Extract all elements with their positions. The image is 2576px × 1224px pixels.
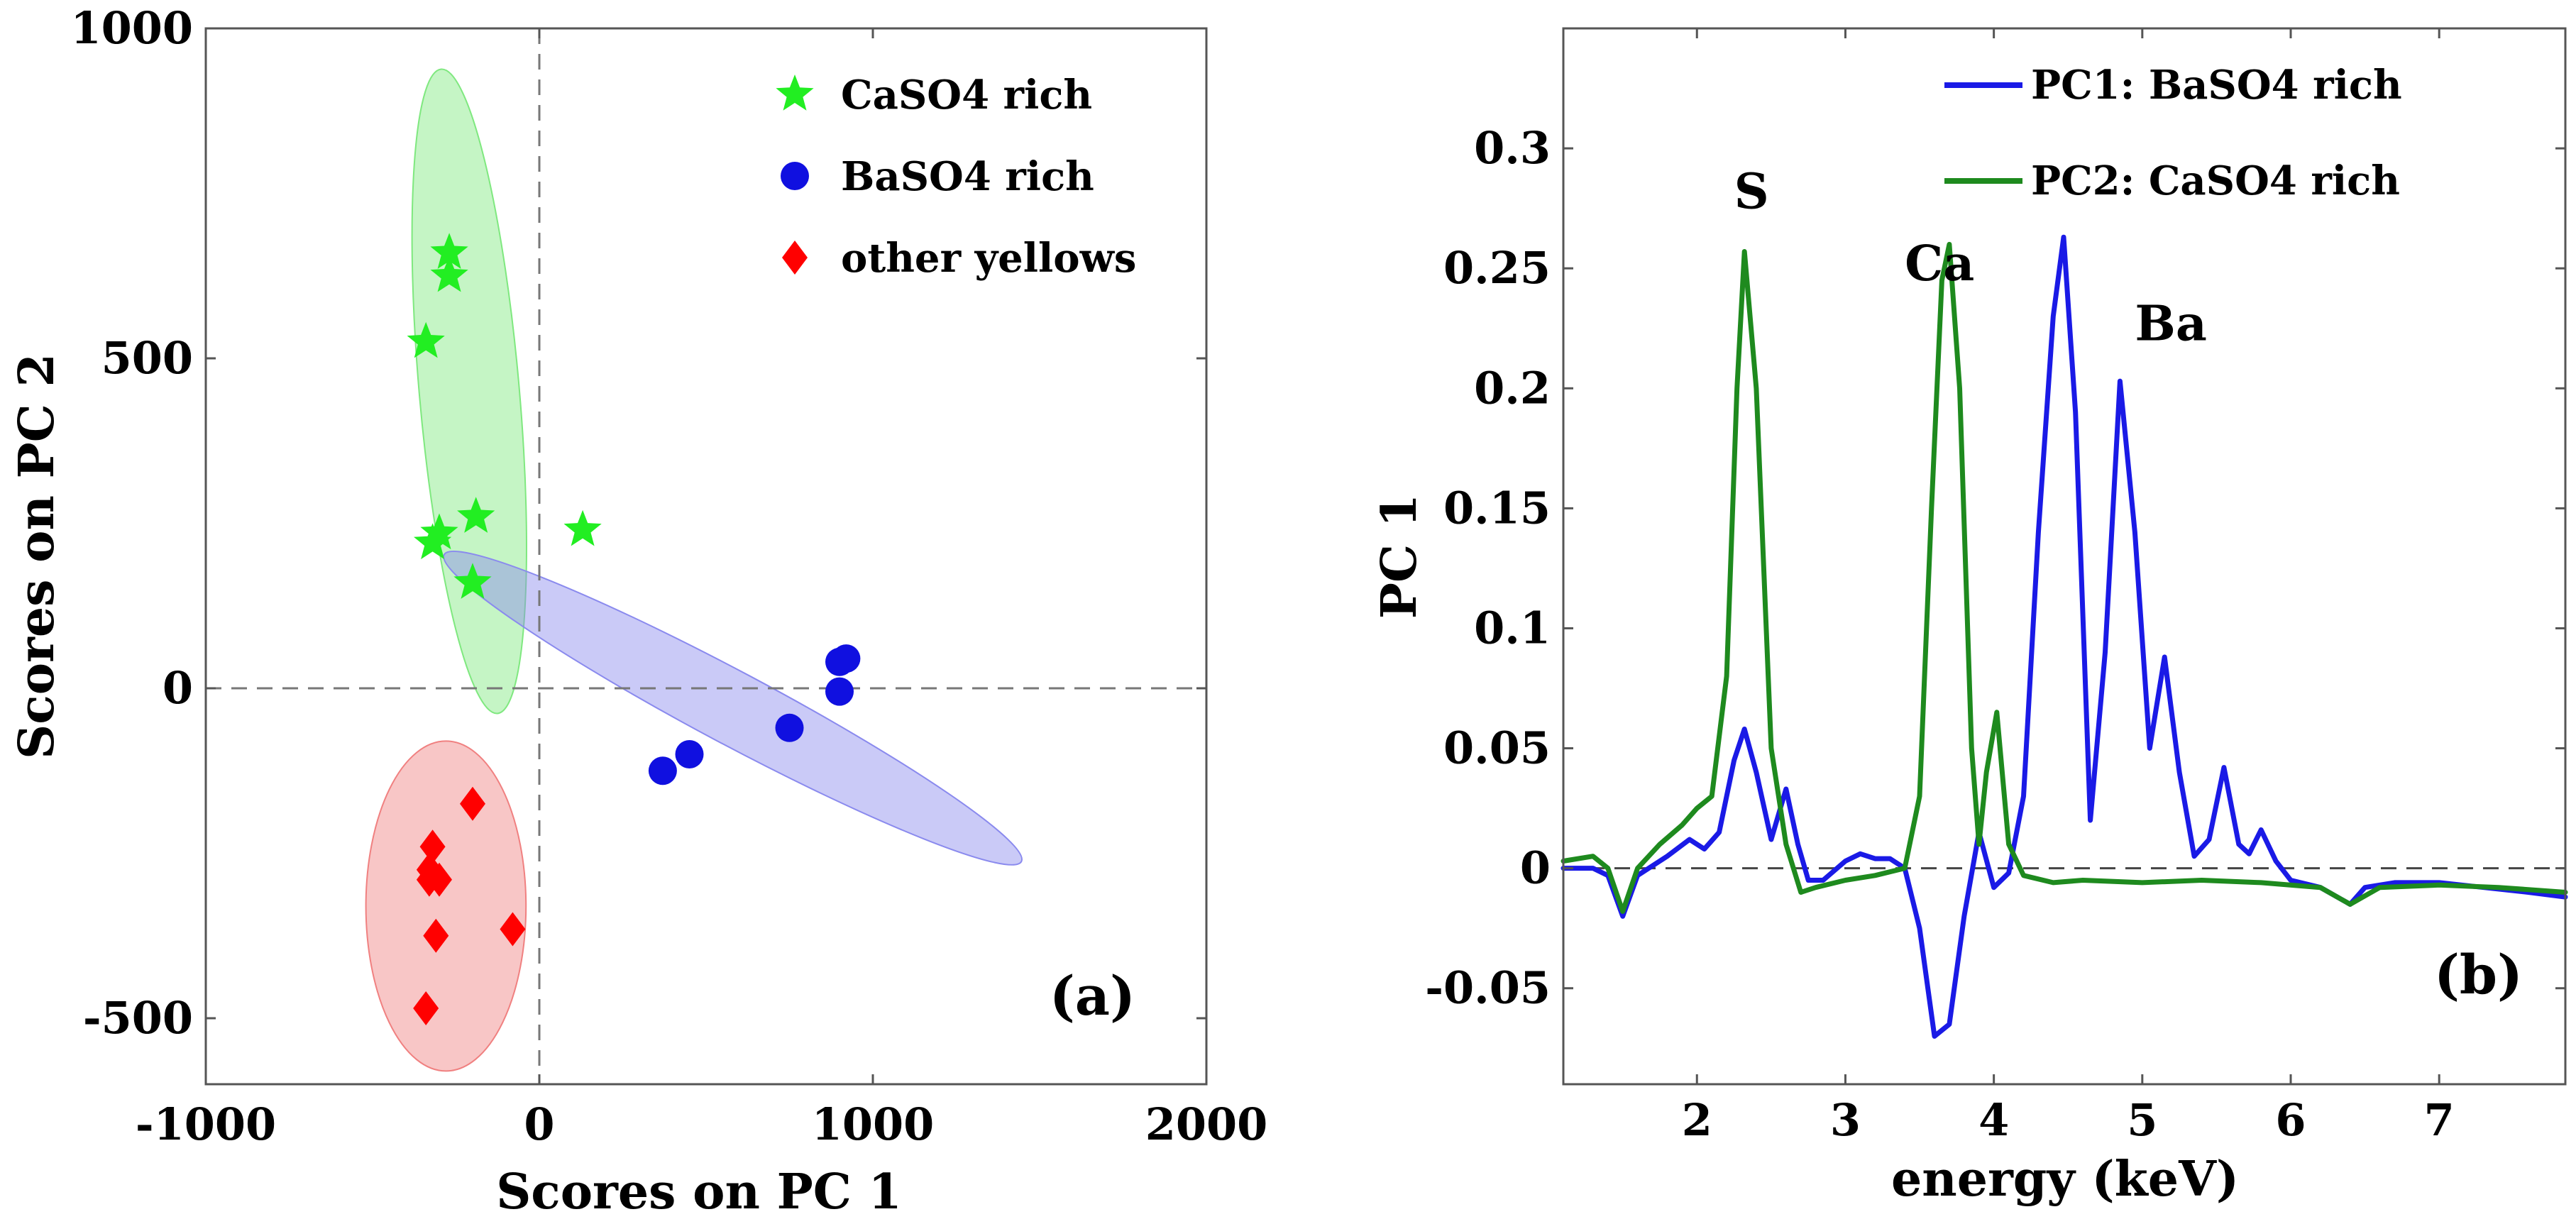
data-point [775, 713, 804, 742]
legend-entry: CaSO4 rich [841, 72, 1092, 118]
peak-label: Ca [1905, 236, 1974, 292]
data-point [832, 644, 861, 673]
plot-frame-b [1562, 27, 2567, 1086]
plot-frame-a [204, 27, 1208, 1086]
data-point [414, 523, 452, 560]
cluster-ellipse [443, 550, 1023, 866]
y-tick-label: 0 [1520, 842, 1551, 894]
data-point [453, 563, 492, 599]
data-point [563, 509, 602, 546]
data-point [457, 497, 495, 533]
axis-ticks-b: 2 3 4 5 6 7 -0.05 0 0.05 0.1 0.15 0.2 0.25 0.3 [1425, 28, 2565, 1146]
peak-label: S [1734, 164, 1769, 221]
series-line [1561, 241, 2568, 914]
legend-marker [781, 162, 809, 190]
scatter-panel-a: -1000 0 1000 2000 -500 0 500 1000 CaSO4 rich BaS… [9, 2, 1267, 1220]
x-tick-label: 4 [1978, 1094, 2009, 1146]
y-tick-label: 1000 [70, 2, 193, 54]
data-point [675, 740, 704, 768]
x-axis-label-a: Scores on PC 1 [496, 1164, 902, 1220]
data-point [460, 786, 485, 821]
x-tick-label: -1000 [136, 1098, 276, 1150]
legend-entry: PC1: BaSO4 rich [2031, 62, 2402, 109]
data-point [407, 321, 445, 358]
y-axis-label-b: PC 1 [1371, 494, 1428, 619]
legend-marker [776, 75, 814, 111]
legend-entry: PC2: CaSO4 rich [2031, 158, 2400, 204]
data-point [500, 912, 526, 947]
y-tick-label: -500 [83, 992, 193, 1044]
y-tick-label: 0.1 [1474, 602, 1551, 654]
cluster-ellipses [365, 68, 1023, 1072]
y-axis-label-a: Scores on PC 2 [9, 353, 65, 759]
x-tick-label: 3 [1830, 1094, 1861, 1146]
legend-entry: BaSO4 rich [841, 153, 1094, 200]
data-points-a [407, 233, 861, 1026]
legend-a: CaSO4 rich BaSO4 rich other yellows [776, 72, 1136, 282]
x-tick-label: 2000 [1145, 1098, 1268, 1150]
x-tick-label: 1000 [812, 1098, 935, 1150]
y-tick-label: -0.05 [1425, 962, 1551, 1014]
y-tick-label: 0.2 [1474, 362, 1551, 414]
y-tick-label: 0.15 [1443, 482, 1551, 534]
series-line [1561, 234, 2568, 1039]
x-axis-label-b: energy (keV) [1891, 1151, 2239, 1208]
y-tick-label: 0.25 [1443, 242, 1551, 294]
data-point [413, 991, 439, 1026]
x-tick-label: 2 [1682, 1094, 1712, 1146]
y-tick-label: 0 [163, 662, 193, 714]
x-tick-label: 6 [2275, 1094, 2306, 1146]
data-point [420, 513, 458, 550]
peak-annotations: S Ca Ba [1734, 164, 2207, 353]
y-tick-label: 500 [101, 332, 193, 384]
data-point [423, 918, 449, 953]
spectrum-lines [1561, 234, 2568, 1039]
data-point [825, 677, 854, 706]
legend-marker [782, 241, 808, 275]
x-tick-label: 7 [2424, 1094, 2455, 1146]
peak-label: Ba [2135, 296, 2207, 353]
y-tick-label: 0.05 [1443, 722, 1551, 774]
zero-reference-lines [206, 28, 1206, 1084]
data-point [430, 233, 468, 269]
data-point [419, 829, 446, 864]
panel-label-a: (a) [1050, 964, 1135, 1027]
x-tick-label: 0 [524, 1098, 554, 1150]
panel-label-b: (b) [2434, 943, 2523, 1006]
axis-ticks-a: -1000 0 1000 2000 -500 0 500 1000 [70, 2, 1267, 1150]
data-point [416, 862, 442, 897]
legend-b: PC1: BaSO4 rich PC2: CaSO4 rich [1944, 62, 2402, 204]
cluster-ellipse [365, 740, 527, 1072]
data-point [648, 756, 677, 785]
x-tick-label: 5 [2127, 1094, 2157, 1146]
y-tick-label: 0.3 [1474, 122, 1551, 174]
legend-entry: other yellows [841, 235, 1136, 282]
data-point [430, 255, 468, 292]
